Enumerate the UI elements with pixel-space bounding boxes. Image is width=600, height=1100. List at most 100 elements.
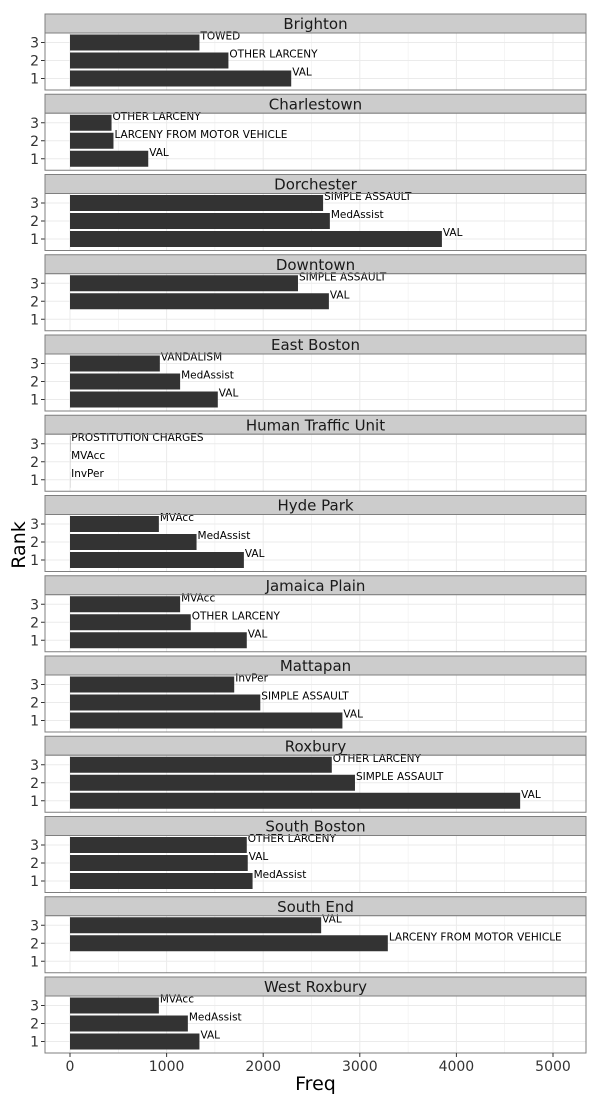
facet-title: South Boston	[265, 818, 365, 836]
bar-label: MVAcc	[160, 512, 194, 524]
bar	[70, 676, 235, 693]
bar-label: MedAssist	[331, 209, 384, 221]
bar	[70, 534, 197, 550]
bar-label: MVAcc	[71, 450, 105, 462]
y-tick-label: 2	[30, 375, 39, 391]
facet-title: Jamaica Plain	[265, 577, 366, 595]
y-tick-label: 1	[30, 473, 39, 489]
bar-label: SIMPLE ASSAULT	[299, 271, 387, 283]
bar	[70, 1033, 200, 1050]
bar	[70, 596, 181, 613]
bar-label: VAL	[343, 709, 363, 721]
y-tick-label: 3	[30, 999, 39, 1015]
y-tick-label: 3	[30, 918, 39, 934]
facet-title: Brighton	[283, 15, 347, 33]
bar-label: VAL	[149, 147, 169, 159]
y-tick-label: 2	[30, 856, 39, 872]
bar	[70, 195, 324, 211]
bar-label: VAL	[200, 1030, 220, 1042]
x-tick-label: 4000	[439, 1059, 475, 1075]
bar-label: OTHER LARCENY	[192, 610, 281, 622]
x-tick-label: 3000	[342, 1059, 378, 1075]
bar-label: LARCENY FROM MOTOR VEHICLE	[114, 129, 287, 141]
bar-label: SIMPLE ASSAULT	[261, 691, 349, 703]
y-tick-label: 2	[30, 294, 39, 310]
y-tick-label: 1	[30, 312, 39, 328]
facet-title: Hyde Park	[277, 497, 353, 515]
bar-label: InvPer	[71, 468, 104, 480]
panel-border	[44, 353, 587, 412]
y-tick-label: 1	[30, 633, 39, 649]
y-tick-label: 1	[30, 553, 39, 569]
facet-title: Downtown	[276, 256, 355, 274]
facet-panel: West Roxbury MVAcc MedAssist VAL 3 2 1	[30, 976, 587, 1054]
bar	[70, 552, 244, 568]
bar	[70, 997, 159, 1014]
bar	[70, 52, 229, 69]
bar	[70, 935, 388, 952]
y-tick-label: 3	[30, 758, 39, 774]
bar	[70, 391, 218, 408]
bar	[70, 34, 200, 51]
bar-label: LARCENY FROM MOTOR VEHICLE	[389, 931, 562, 943]
bar-label: MVAcc	[160, 994, 194, 1006]
bar-label: VAL	[249, 851, 269, 863]
bar	[70, 774, 355, 791]
bar	[70, 70, 292, 87]
bar-label: VAL	[330, 289, 350, 301]
y-tick-label: 3	[30, 838, 39, 854]
panel-border	[44, 433, 587, 492]
bar	[70, 837, 247, 853]
bar	[70, 231, 442, 247]
y-tick-label: 1	[30, 794, 39, 810]
bar	[70, 516, 159, 532]
bar	[70, 917, 322, 934]
x-tick-label: 1000	[149, 1059, 185, 1075]
bar-label: VAL	[292, 67, 312, 79]
facet-title: Dorchester	[274, 176, 357, 194]
panel-border	[44, 112, 587, 171]
y-tick-label: 2	[30, 214, 39, 230]
facet-panel: East Boston VANDALISM MedAssist VAL 3 2 1	[30, 334, 587, 412]
y-tick-label: 1	[30, 152, 39, 168]
facet-title: South End	[277, 898, 354, 916]
facet-title: Roxbury	[285, 737, 347, 755]
y-tick-label: 3	[30, 357, 39, 373]
bar	[70, 792, 521, 809]
bar-label: MedAssist	[181, 370, 234, 382]
y-tick-label: 3	[30, 517, 39, 533]
bar	[70, 632, 247, 649]
bar-label: InvPer	[235, 673, 268, 685]
x-axis-title: Freq	[295, 1073, 336, 1095]
facet-panel: Human Traffic Unit PROSTITUTION CHARGES MV…	[30, 414, 587, 492]
y-tick-label: 1	[30, 714, 39, 730]
facet-panel: Brighton TOWED OTHER LARCENY VAL 3 2 1	[30, 13, 587, 91]
facet-title: West Roxbury	[264, 978, 367, 996]
facet-title: Mattapan	[280, 657, 351, 675]
x-axis: 0 1000 2000 3000 4000 5000	[66, 1053, 571, 1075]
y-tick-label: 3	[30, 116, 39, 132]
y-tick-label: 2	[30, 1017, 39, 1033]
y-tick-label: 1	[30, 232, 39, 248]
y-tick-label: 1	[30, 393, 39, 409]
y-axis-title: Rank	[8, 521, 30, 568]
bar-label: VAL	[521, 789, 541, 801]
y-tick-label: 2	[30, 54, 39, 70]
y-tick-label: 1	[30, 874, 39, 890]
panel-border	[44, 514, 587, 572]
bar-label: VAL	[245, 548, 265, 560]
y-tick-label: 3	[30, 678, 39, 694]
x-tick-label: 0	[66, 1059, 75, 1075]
bar	[70, 150, 149, 167]
bar	[70, 275, 298, 292]
y-tick-label: 3	[30, 36, 39, 52]
bar	[70, 873, 253, 889]
bar	[70, 293, 329, 310]
y-tick-label: 2	[30, 615, 39, 631]
y-tick-label: 2	[30, 535, 39, 551]
bar-label: MVAcc	[181, 592, 215, 604]
